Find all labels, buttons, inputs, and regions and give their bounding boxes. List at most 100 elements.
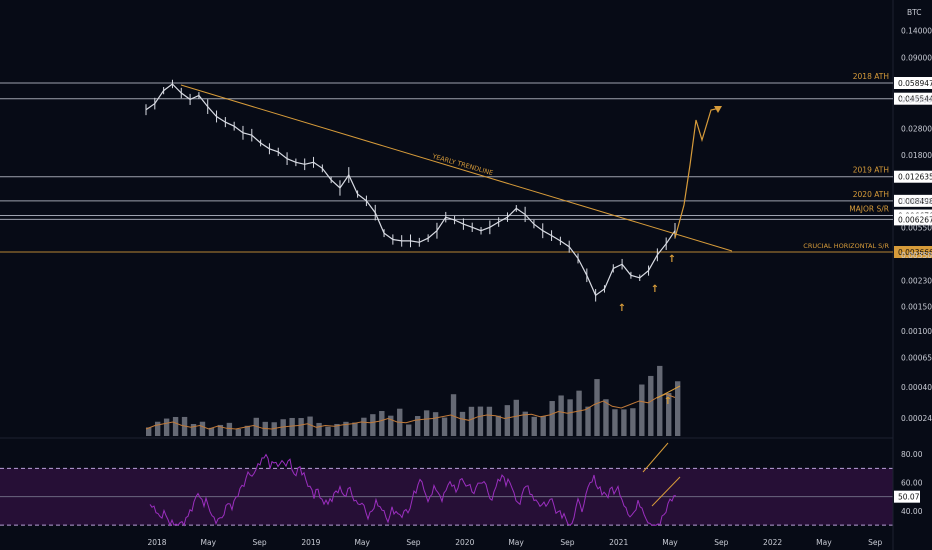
volume-bar (540, 416, 546, 436)
volume-bar (352, 422, 358, 436)
volume-bar (172, 416, 179, 436)
time-axis-tick: 2021 (609, 538, 628, 547)
volume-bar (379, 411, 385, 436)
volume-bar (594, 379, 600, 436)
level-caption: 2018 ATH (853, 72, 889, 81)
yearly-trendline (180, 84, 733, 252)
volume-bar (612, 409, 618, 436)
volume-bar (450, 394, 457, 436)
rsi-line (149, 453, 677, 527)
rsi-layer (149, 442, 681, 527)
volume-bar (513, 399, 519, 436)
volume-trend-line (656, 385, 681, 399)
time-axis-tick: Sep (714, 538, 728, 547)
rsi-trend-lower (651, 476, 681, 507)
time-axis-tick: May (508, 538, 524, 547)
projection-path (674, 107, 721, 239)
levels-layer: 0.058947 2018 ATH 0.045544 0.012635 2019 ATH… (0, 72, 932, 258)
time-axis-tick: 2020 (455, 538, 474, 547)
price-layer (145, 79, 676, 302)
volume-bar (432, 412, 439, 436)
volume-bar (486, 406, 493, 436)
volume-bar (549, 401, 555, 436)
volume-bar (603, 399, 609, 436)
volume-bar (298, 418, 304, 436)
volume-moving-average (145, 393, 676, 430)
rsi-current-label-bg (894, 490, 920, 503)
volume-bar (271, 422, 277, 436)
volume-bar (289, 417, 295, 436)
time-axis-tick: Sep (253, 538, 267, 547)
volume-bar (567, 399, 573, 436)
up-arrow-icon: ↑ (668, 254, 676, 265)
volume-bar (630, 408, 636, 436)
volume-bar (226, 422, 233, 436)
volume-bar (280, 419, 286, 436)
volume-bar (621, 409, 627, 436)
volume-bar (316, 422, 322, 436)
level-price-label-bg (894, 213, 932, 226)
time-axis-tick: Sep (406, 538, 420, 547)
price-line (145, 83, 676, 297)
level-price-label-bg (894, 170, 932, 183)
volume-bar (441, 417, 448, 436)
volume-bar (154, 421, 161, 436)
price-axis-unit: BTC (907, 8, 922, 17)
trendline-label: YEARLY TRENDLINE (430, 152, 494, 177)
volume-bar (531, 416, 537, 436)
volume-bar (406, 424, 412, 436)
volume-bar (522, 411, 528, 436)
volume-bar (253, 417, 259, 436)
volume-bar (468, 406, 475, 436)
rsi-axis-tick: 60.00 (901, 479, 923, 488)
level-price-label: 0.058947 (898, 79, 932, 88)
time-axis-tick: Sep (868, 538, 882, 547)
time-axis-tick: May (201, 538, 217, 547)
level-caption: 2020 ATH (853, 190, 889, 199)
up-arrow-icon: ↑ (664, 396, 672, 407)
level-price-label-bg (894, 92, 932, 105)
projection-arrowhead (714, 106, 722, 113)
volume-bar (558, 395, 564, 436)
volume-bar (343, 421, 349, 436)
level-caption: CRUCIAL HORIZONTAL S/R (803, 242, 889, 250)
rsi-band-layer (0, 467, 893, 526)
volume-bar (199, 421, 206, 436)
grid-layer (0, 0, 894, 550)
time-axis-tick: 2019 (301, 538, 320, 547)
volume-bar (208, 427, 215, 436)
volume-bar (576, 390, 582, 436)
level-price-label-bg (894, 246, 932, 258)
volume-bar (388, 415, 394, 436)
level-price-label: 0.006267 (898, 215, 932, 224)
level-price-label-bg (894, 194, 932, 207)
level-price-label: 0.045544 (898, 95, 932, 104)
up-arrow-icon: ↑ (618, 303, 626, 314)
rsi-axis-tick: 40.00 (901, 507, 923, 516)
volume-bar (244, 425, 251, 436)
volume-bar (146, 427, 152, 436)
volume-bar (163, 418, 170, 436)
volume-bar (235, 428, 242, 436)
rsi-current-value: 50.07 (898, 493, 920, 502)
volume-layer (145, 365, 681, 436)
volume-bar (414, 416, 421, 436)
volume-bar (307, 416, 313, 436)
rsi-trend-upper (642, 442, 669, 473)
time-axis-tick: May (354, 538, 370, 547)
volume-bar (657, 365, 663, 436)
volume-bar (585, 406, 591, 436)
volume-bar (325, 426, 331, 436)
time-axis-tick: Sep (560, 538, 574, 547)
volume-bar (370, 414, 376, 436)
volume-bar (423, 410, 430, 436)
